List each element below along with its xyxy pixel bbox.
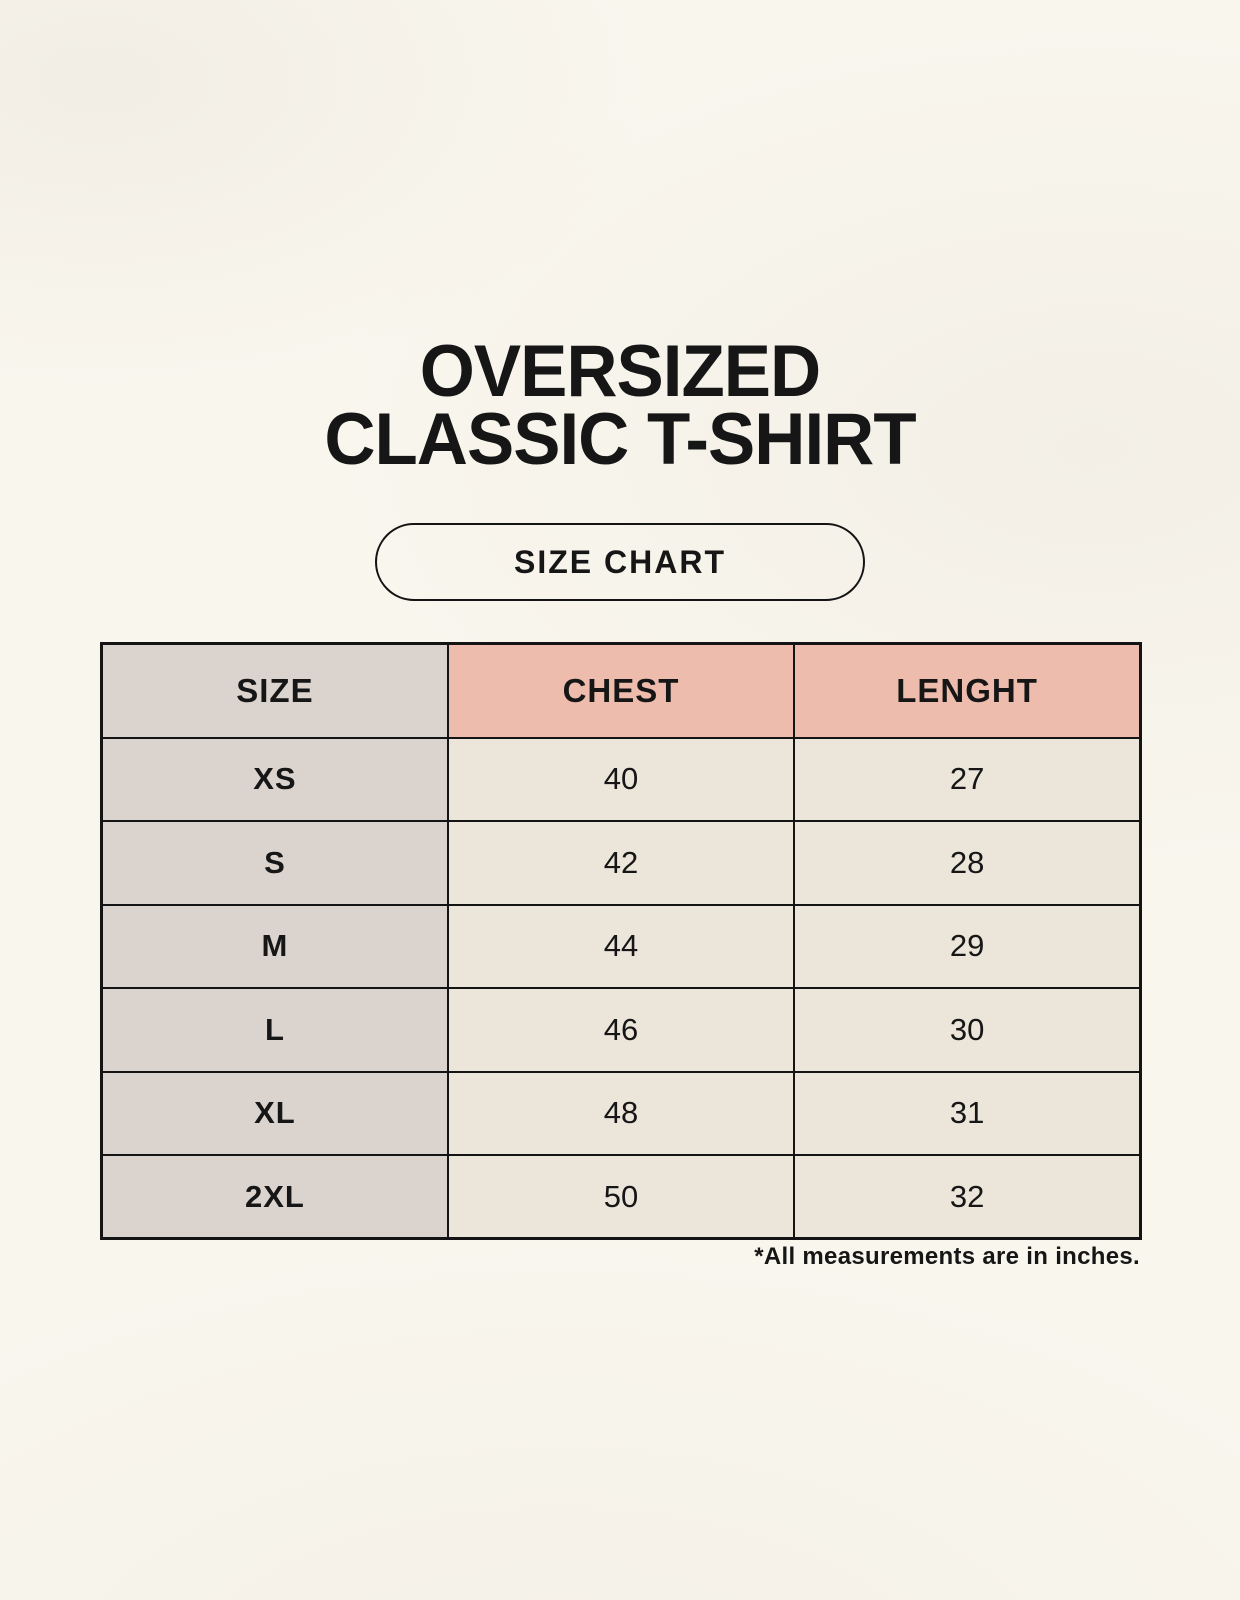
table-row-2xl: 2XL 50 32 [100, 1154, 1142, 1240]
size-chart-button-label: SIZE CHART [514, 543, 726, 580]
table-row-xs: XS 40 27 [100, 736, 1142, 822]
size-cell: XS [100, 736, 449, 822]
chest-value-cell: 46 [446, 987, 796, 1073]
chest-value-cell: 40 [446, 736, 796, 822]
lenght-value-cell: 28 [793, 820, 1142, 906]
table-row-m: M 44 29 [100, 903, 1142, 989]
size-chart-table: SIZE CHEST LENGHT XS 40 27 S 42 28 M 44 … [100, 642, 1142, 1240]
lenght-value-cell: 29 [793, 903, 1142, 989]
size-cell: L [100, 987, 449, 1073]
chest-value-cell: 42 [446, 820, 796, 906]
header-cell-lenght: LENGHT [793, 642, 1142, 739]
page-title-line-1: OVERSIZED [419, 331, 821, 412]
chest-value-cell: 50 [446, 1154, 796, 1240]
lenght-value-cell: 27 [793, 736, 1142, 822]
page-title-line-2: CLASSIC T-SHIRT [324, 398, 916, 480]
measurements-footnote: *All measurements are in inches. [754, 1243, 1140, 1270]
size-chart-button[interactable]: SIZE CHART [375, 523, 865, 601]
page-title: OVERSIZED CLASSIC T-SHIRT [19, 331, 1222, 480]
table-header-row: SIZE CHEST LENGHT [100, 642, 1142, 739]
size-cell: XL [100, 1070, 449, 1156]
lenght-value-cell: 31 [793, 1070, 1142, 1156]
lenght-value-cell: 32 [793, 1154, 1142, 1240]
size-cell: 2XL [100, 1154, 449, 1240]
size-cell: M [100, 903, 449, 989]
chest-value-cell: 48 [446, 1070, 796, 1156]
header-cell-chest: CHEST [446, 642, 796, 739]
table-row-xl: XL 48 31 [100, 1070, 1142, 1156]
lenght-value-cell: 30 [793, 987, 1142, 1073]
size-cell: S [100, 820, 449, 906]
chest-value-cell: 44 [446, 903, 796, 989]
table-row-l: L 46 30 [100, 987, 1142, 1073]
header-cell-size: SIZE [100, 642, 449, 739]
table-row-s: S 42 28 [100, 820, 1142, 906]
